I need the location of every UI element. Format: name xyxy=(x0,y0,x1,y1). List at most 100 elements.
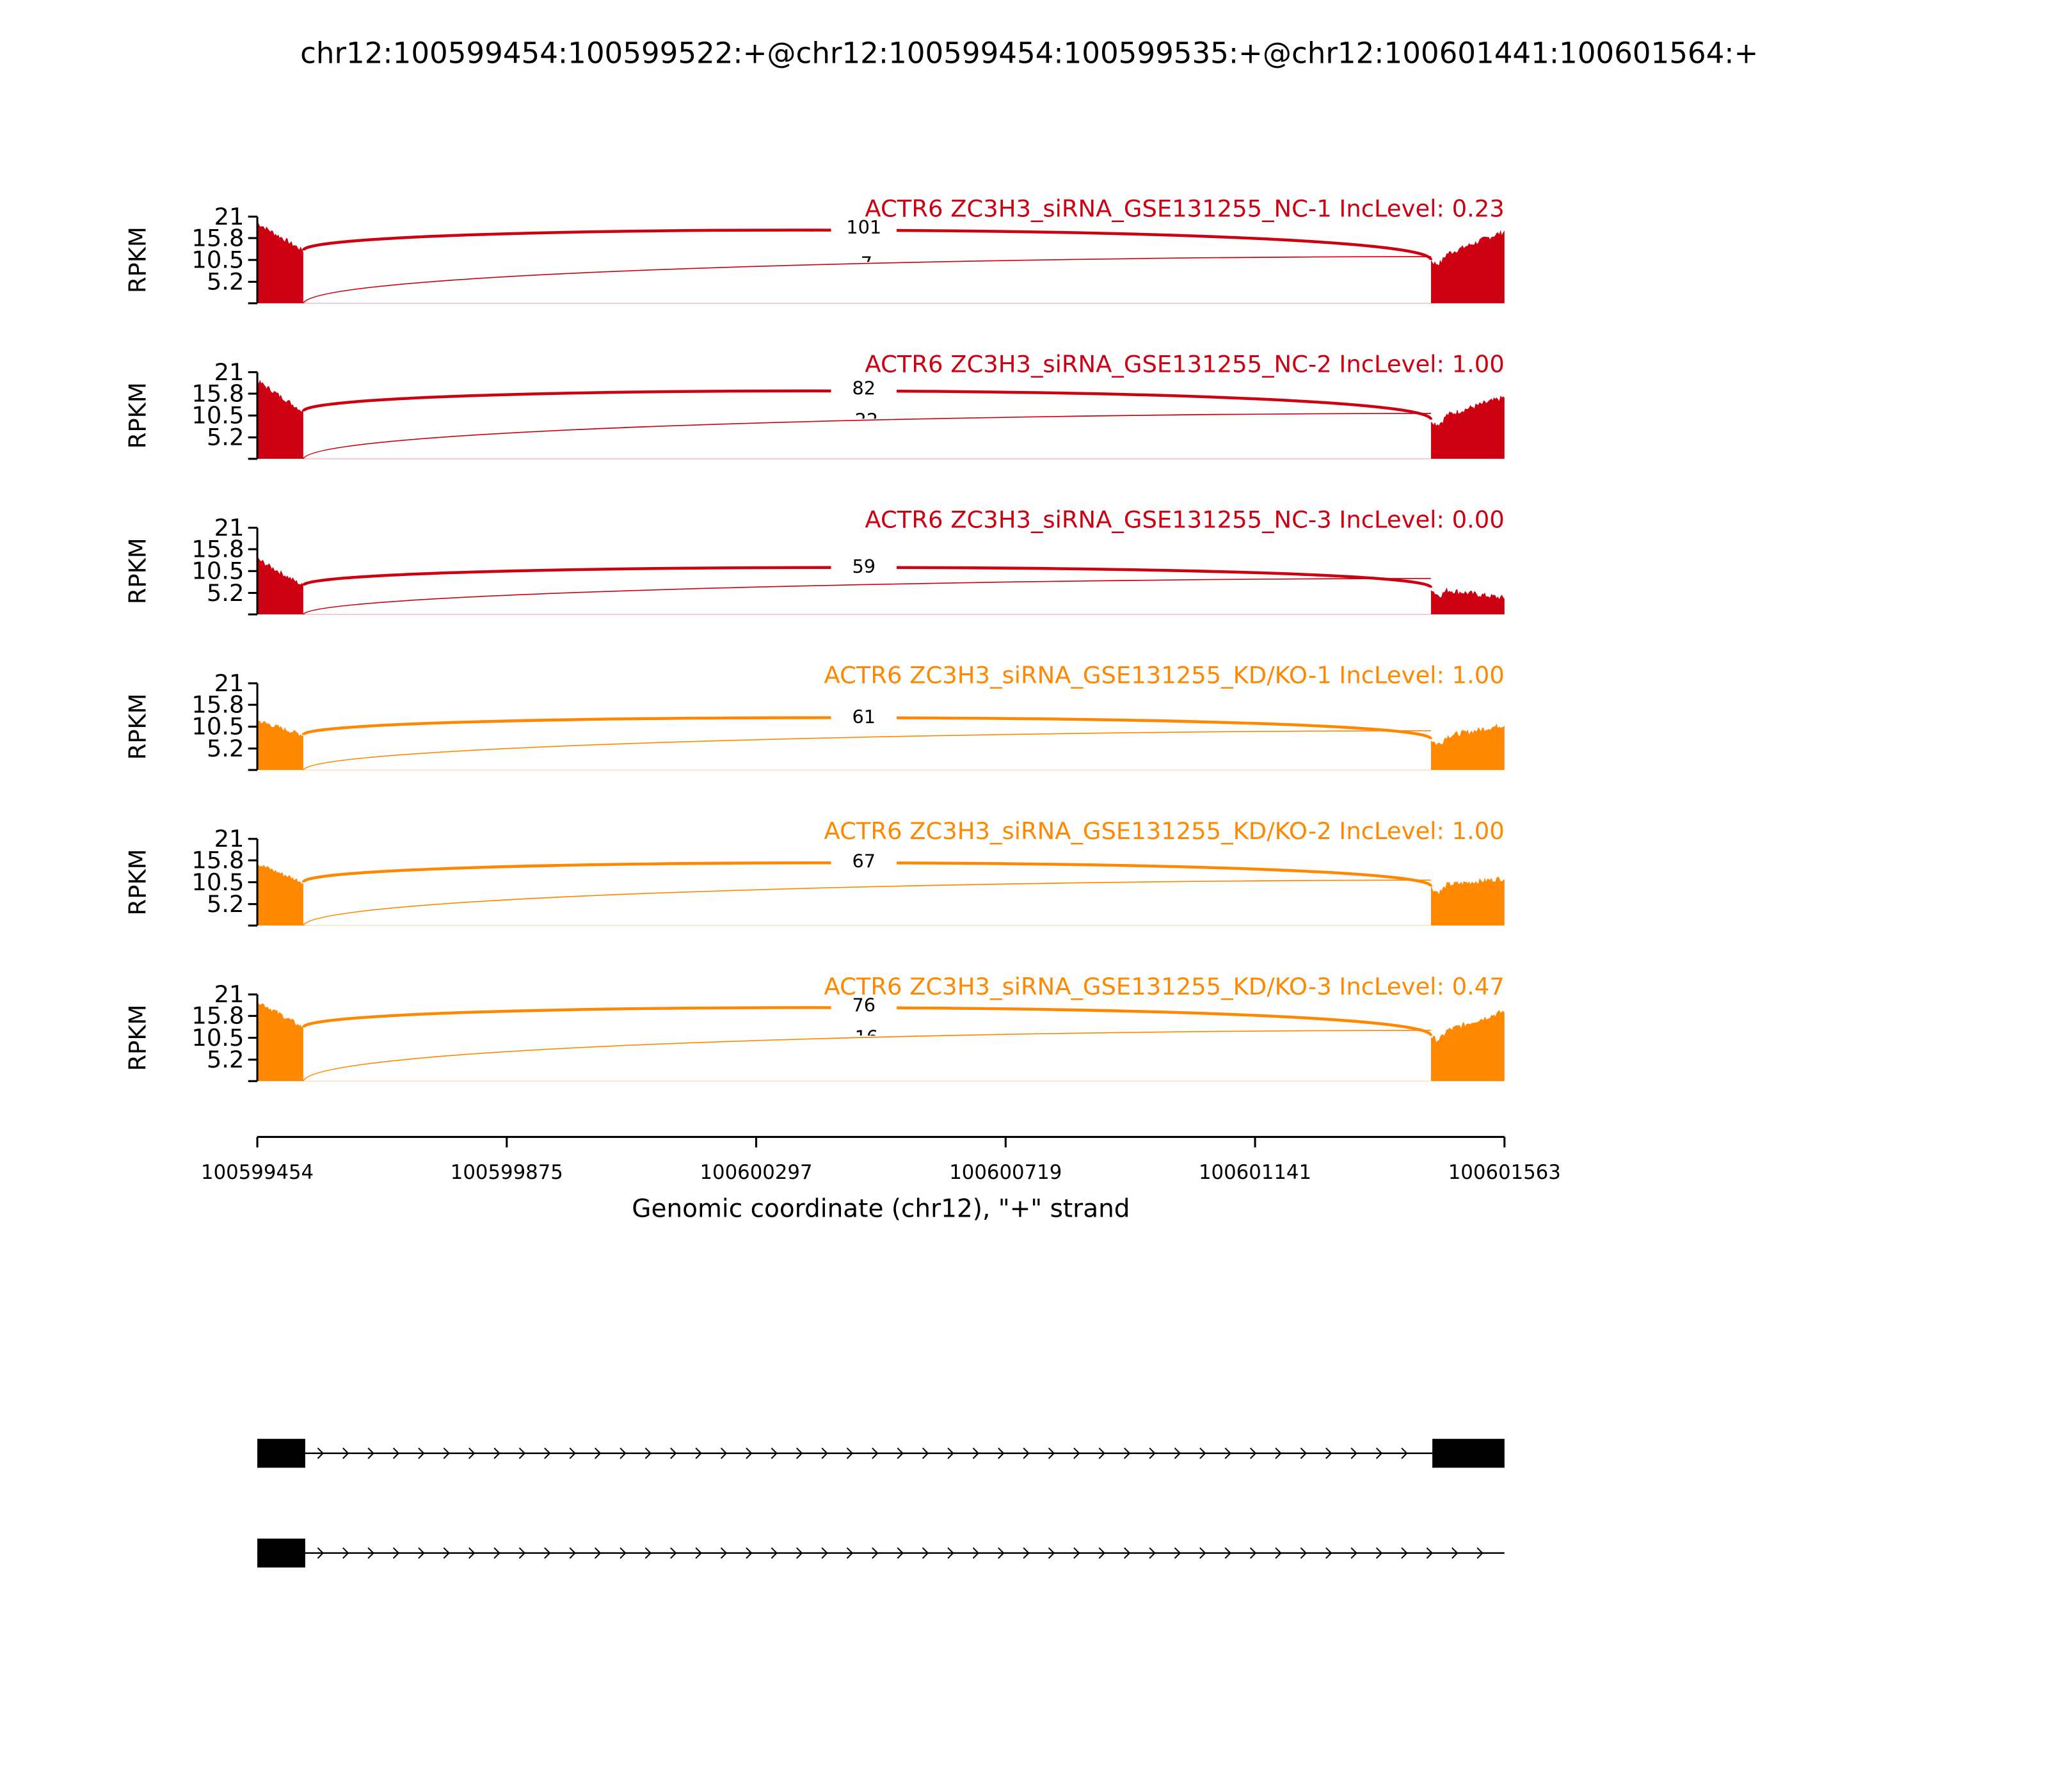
y-tick-label: 21 xyxy=(214,514,244,541)
strand-arrow-icon xyxy=(1174,1547,1181,1559)
sample-label: ACTR6 ZC3H3_siRNA_GSE131255_KD/KO-3 IncL… xyxy=(824,973,1504,1000)
strand-arrow-icon xyxy=(493,1447,500,1459)
junction-count-main: 82 xyxy=(852,378,876,399)
strand-arrow-icon xyxy=(1174,1447,1181,1459)
junction-arc-minor xyxy=(303,256,1431,304)
junction-count-minor: 7 xyxy=(861,253,872,275)
track-panel: 101 7 ACTR6 ZC3H3_siRNA_GSE131255_NC-1 Inc… xyxy=(124,195,1505,305)
y-tick-label: 21 xyxy=(214,358,244,386)
strand-arrow-icon xyxy=(695,1547,702,1559)
y-tick-label: 5.2 xyxy=(207,268,244,296)
strand-arrow-icon xyxy=(846,1547,854,1559)
strand-arrow-icon xyxy=(518,1447,526,1459)
strand-arrow-icon xyxy=(1249,1547,1257,1559)
y-tick-label: 21 xyxy=(214,825,244,852)
strand-arrow-icon xyxy=(1224,1547,1231,1559)
track-panel: 67 ACTR6 ZC3H3_siRNA_GSE131255_KD/KO-2 In… xyxy=(124,817,1505,927)
y-tick-label: 5.2 xyxy=(207,735,244,762)
strand-arrow-icon xyxy=(998,1547,1005,1559)
y-tick-label: 15.8 xyxy=(191,224,244,252)
strand-arrow-icon xyxy=(821,1547,828,1559)
strand-arrow-icon xyxy=(947,1547,954,1559)
x-axis: 100599454 100599875 100600297 100600719 1006… xyxy=(201,1135,1561,1184)
y-tick-label: 10.5 xyxy=(191,868,244,896)
strand-arrow-icon xyxy=(897,1547,904,1559)
strand-arrow-icon xyxy=(443,1447,450,1459)
strand-arrow-icon xyxy=(720,1547,728,1559)
y-tick-label: 15.8 xyxy=(191,535,244,563)
gene-model xyxy=(257,1539,1505,1568)
strand-arrow-icon xyxy=(1123,1547,1131,1559)
x-tick-label: 100601141 xyxy=(1199,1161,1311,1184)
y-tick-label: 5.2 xyxy=(207,1046,244,1073)
y-tick-label: 5.2 xyxy=(207,579,244,607)
track-panel: 82 22 ACTR6 ZC3H3_siRNA_GSE131255_NC-2 Inc… xyxy=(124,351,1505,460)
strand-arrow-icon xyxy=(443,1547,450,1559)
coverage-right-exon xyxy=(1430,876,1505,926)
strand-arrow-icon xyxy=(1451,1547,1459,1559)
coverage-left-exon xyxy=(257,380,303,459)
strand-arrow-icon xyxy=(670,1547,677,1559)
track-panel: 76 16 ACTR6 ZC3H3_siRNA_GSE131255_KD/KO-3 … xyxy=(124,973,1505,1082)
strand-arrow-icon xyxy=(1275,1547,1282,1559)
y-tick-label: 21 xyxy=(214,203,244,230)
strand-arrow-icon xyxy=(367,1447,374,1459)
strand-arrow-icon xyxy=(1073,1547,1080,1559)
y-tick-label: 5.2 xyxy=(207,424,244,451)
y-axis-label: RPKM xyxy=(124,1005,152,1071)
coverage-right-exon xyxy=(1430,230,1505,303)
junction-label-bg xyxy=(831,705,897,729)
exon-block xyxy=(1432,1439,1505,1468)
junction-label-bg xyxy=(831,215,897,239)
strand-arrow-icon xyxy=(569,1547,576,1559)
strand-arrow-icon xyxy=(518,1547,526,1559)
coverage-left-exon xyxy=(257,223,303,303)
strand-arrow-icon xyxy=(594,1547,602,1559)
coverage-left-exon xyxy=(257,557,303,614)
strand-arrow-icon xyxy=(544,1447,551,1459)
strand-arrow-icon xyxy=(392,1447,400,1459)
strand-arrow-icon xyxy=(1325,1547,1332,1559)
strand-arrow-icon xyxy=(342,1447,349,1459)
junction-label-bg xyxy=(831,849,897,873)
strand-arrow-icon xyxy=(418,1447,425,1459)
track-panel: 61 ACTR6 ZC3H3_siRNA_GSE131255_KD/KO-1 In… xyxy=(124,662,1505,771)
strand-arrow-icon xyxy=(1199,1547,1206,1559)
strand-arrow-icon xyxy=(1199,1447,1206,1459)
strand-arrow-icon xyxy=(972,1447,980,1459)
strand-arrow-icon xyxy=(796,1447,803,1459)
strand-arrow-icon xyxy=(1098,1447,1105,1459)
x-tick-label: 100599454 xyxy=(201,1161,314,1184)
strand-arrow-icon xyxy=(1375,1547,1383,1559)
strand-arrow-icon xyxy=(468,1447,476,1459)
strand-arrow-icon xyxy=(644,1547,652,1559)
coverage-left-exon xyxy=(257,720,303,771)
chart-title: chr12:100599454:100599522:+@chr12:100599… xyxy=(300,36,1758,70)
strand-arrow-icon xyxy=(342,1547,349,1559)
strand-arrow-icon xyxy=(468,1547,476,1559)
sample-label: ACTR6 ZC3H3_siRNA_GSE131255_KD/KO-1 IncL… xyxy=(824,662,1504,689)
strand-arrow-icon xyxy=(695,1447,702,1459)
strand-arrow-icon xyxy=(1224,1447,1231,1459)
coverage-right-exon xyxy=(1430,587,1505,614)
gene-models xyxy=(257,1439,1505,1568)
x-tick-label: 100601563 xyxy=(1448,1161,1561,1184)
coverage-right-exon xyxy=(1430,395,1505,459)
strand-arrow-icon xyxy=(1073,1447,1080,1459)
gene-model xyxy=(257,1439,1505,1468)
junction-count-main: 67 xyxy=(852,851,876,872)
junction-count-main: 76 xyxy=(852,995,876,1016)
track-panel: 59 ACTR6 ZC3H3_siRNA_GSE131255_NC-3 IncLe… xyxy=(124,506,1505,616)
strand-arrow-icon xyxy=(872,1447,879,1459)
junction-label-bg xyxy=(831,376,897,400)
strand-arrow-icon xyxy=(972,1547,980,1559)
strand-arrow-icon xyxy=(317,1447,324,1459)
strand-arrow-icon xyxy=(1275,1447,1282,1459)
coverage-right-exon xyxy=(1430,723,1505,771)
y-tick-label: 10.5 xyxy=(191,713,244,740)
strand-arrow-icon xyxy=(846,1447,854,1459)
strand-arrow-icon xyxy=(594,1447,602,1459)
sample-label: ACTR6 ZC3H3_siRNA_GSE131255_NC-3 IncLeve… xyxy=(865,506,1504,534)
strand-arrow-icon xyxy=(1350,1547,1357,1559)
strand-arrow-icon xyxy=(947,1447,954,1459)
